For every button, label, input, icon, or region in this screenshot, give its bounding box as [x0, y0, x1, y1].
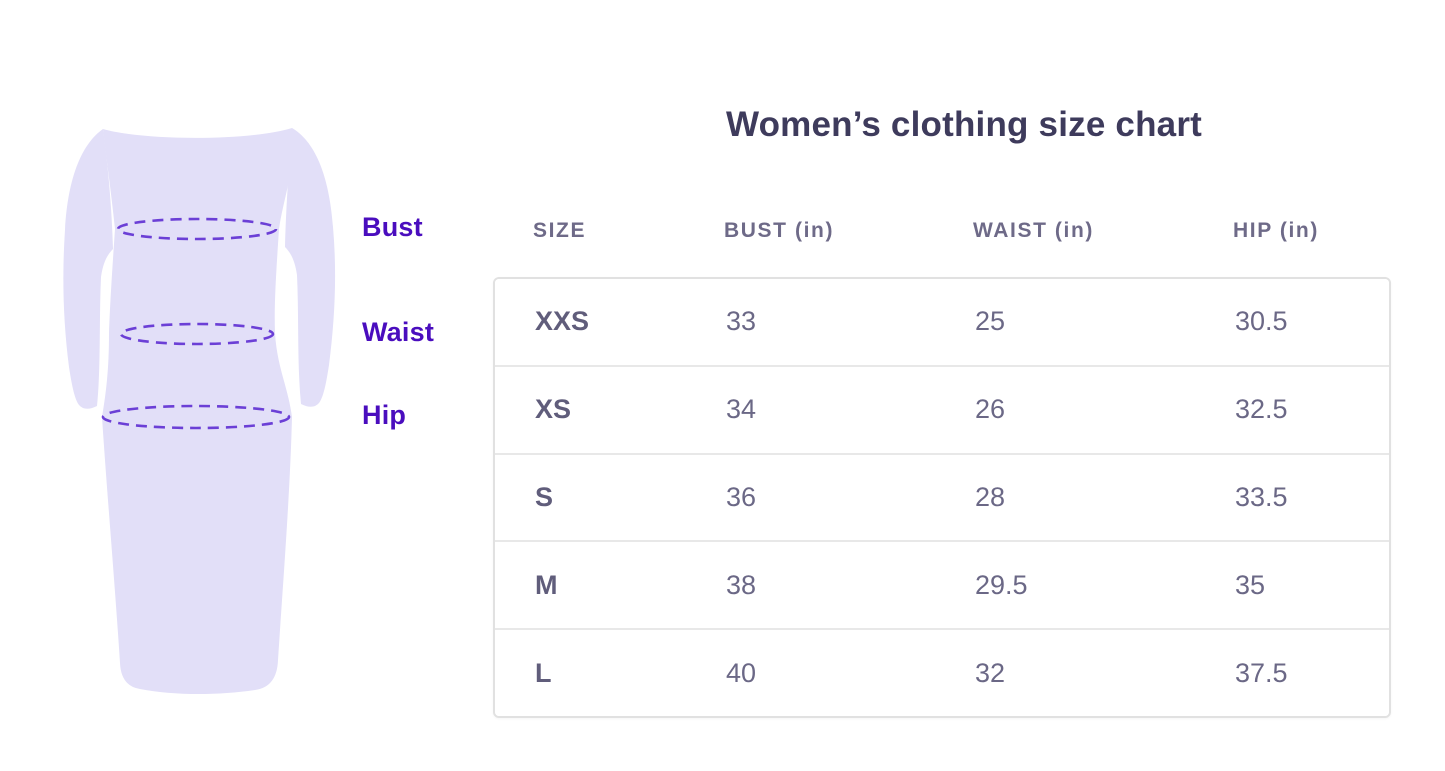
- table-row: L 40 32 37.5: [495, 628, 1389, 716]
- column-header-hip: HIP (in): [1233, 219, 1319, 242]
- table-row: S 36 28 33.5: [495, 452, 1389, 541]
- size-table: XXS 33 25 30.5 XS 34 26 32.5 S 36 28 33.…: [493, 277, 1391, 718]
- size-cell: XXS: [535, 306, 590, 337]
- hip-cell: 30.5: [1235, 306, 1288, 337]
- waist-cell: 25: [975, 306, 1006, 337]
- bust-cell: 34: [726, 394, 757, 425]
- hip-cell: 37.5: [1235, 657, 1288, 688]
- waist-cell: 32: [975, 657, 1006, 688]
- dress-body-shape: [102, 128, 294, 695]
- hip-cell: 35: [1235, 569, 1266, 600]
- waist-measurement-ellipse: [119, 322, 275, 346]
- hip-measurement-ellipse: [101, 404, 291, 430]
- waist-cell: 29.5: [975, 569, 1028, 600]
- size-cell: XS: [535, 394, 572, 425]
- table-row: XXS 33 25 30.5: [495, 279, 1389, 365]
- table-row: M 38 29.5 35: [495, 540, 1389, 629]
- waist-label: Waist: [362, 317, 435, 347]
- table-column-headers: SIZE BUST (in) WAIST (in) HIP (in): [493, 219, 1391, 243]
- waist-cell: 26: [975, 394, 1006, 425]
- hip-label: Hip: [362, 400, 407, 430]
- size-cell: L: [535, 657, 552, 688]
- bust-cell: 38: [726, 569, 757, 600]
- size-cell: M: [535, 569, 558, 600]
- hip-cell: 33.5: [1235, 481, 1288, 512]
- size-cell: S: [535, 481, 554, 512]
- bust-cell: 33: [726, 306, 757, 337]
- waist-cell: 28: [975, 481, 1006, 512]
- hip-cell: 32.5: [1235, 394, 1288, 425]
- dress-right-sleeve: [285, 128, 336, 407]
- dress-left-sleeve: [63, 129, 113, 409]
- table-row: XS 34 26 32.5: [495, 364, 1389, 453]
- bust-cell: 36: [726, 481, 757, 512]
- dress-illustration: [63, 128, 336, 695]
- column-header-bust: BUST (in): [724, 219, 835, 242]
- column-header-waist: WAIST (in): [973, 219, 1094, 242]
- bust-cell: 40: [726, 657, 757, 688]
- bust-label: Bust: [362, 212, 423, 242]
- bust-measurement-ellipse: [116, 217, 278, 241]
- column-header-size: SIZE: [533, 219, 587, 242]
- page-title: Women’s clothing size chart: [725, 105, 1203, 144]
